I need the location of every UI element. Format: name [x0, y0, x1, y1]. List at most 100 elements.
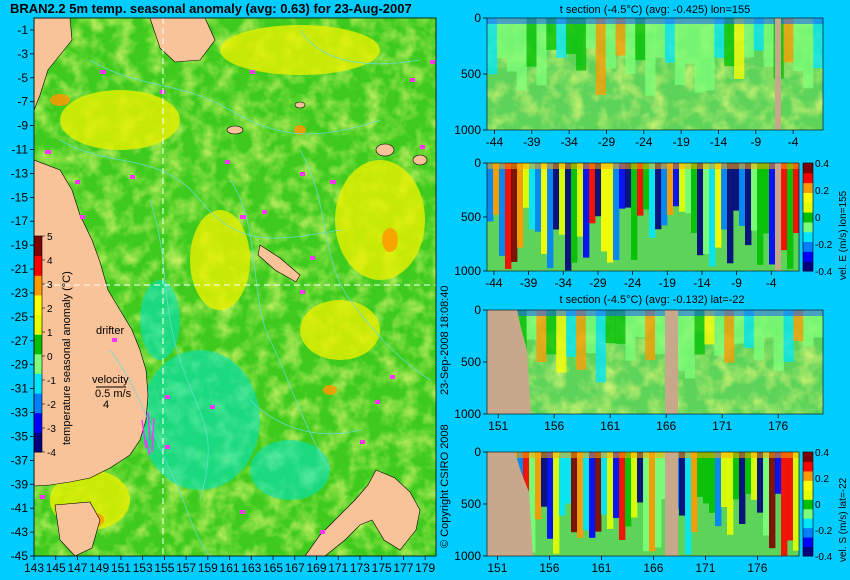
section-4-anomaly-band	[769, 452, 776, 549]
section-1-y-tick-label: 0	[474, 11, 481, 25]
section-4-y-axis: 0 500 1000	[454, 445, 487, 563]
section-2-colorbar-label: vel. E (m/s) lon=155	[838, 190, 849, 280]
section-4-anomaly-band	[649, 452, 656, 552]
section-1-y-tick-label: 1000	[454, 123, 481, 137]
map-y-tick-label: -43	[11, 525, 29, 539]
section-2-anomaly-band	[565, 163, 572, 271]
section-3-x-axis: 151 156 161 166 171 176	[488, 414, 789, 433]
map-field	[34, 18, 436, 556]
map-x-tick-label: 165	[263, 561, 283, 575]
section-4-colorbar-segment	[803, 452, 813, 462]
section-1-anomaly-band	[516, 18, 527, 91]
section-4-colorbar-tick-label: 0	[815, 500, 821, 511]
map-colorbar-segment	[34, 334, 42, 355]
section-2-anomaly-band	[745, 163, 752, 246]
map-y-tick-label: -1	[17, 23, 28, 37]
section-4-land-strip	[665, 452, 678, 556]
section-2-colorbar-tick-label: -0.2	[815, 240, 833, 251]
section-2-x-axis: -44 -39 -34 -29 -24 -19 -14 -9 -4	[485, 271, 777, 290]
map-x-tick-label: 177	[393, 561, 413, 575]
section-4-colorbar-frame	[802, 451, 814, 557]
section-2-colorbar: 0.4 0.2 0 -0.2 -0.4	[802, 159, 833, 278]
section-2-anomaly-band	[625, 163, 632, 208]
section-2-colorbar-tick-label: 0.4	[815, 159, 829, 170]
section-3-x-tick-label: 176	[768, 419, 788, 433]
section-2-x-tick-label: -39	[520, 276, 538, 290]
section-4-colorbar-tick-label: 0.2	[815, 474, 829, 485]
section-3-x-tick-label: 156	[544, 419, 564, 433]
section-4-colorbar-segment	[803, 527, 813, 538]
section-3-x-tick-label: 161	[600, 419, 620, 433]
section-2-anomaly-band	[781, 163, 788, 251]
section-1-x-tick-label: -19	[672, 135, 690, 149]
velocity-label: velocity	[92, 374, 129, 386]
map-colorbar-segment	[34, 393, 42, 414]
section-1-anomaly-band	[635, 18, 646, 61]
section-3-anomaly-band	[694, 310, 705, 355]
section-4-x-tick-label: 166	[643, 561, 663, 575]
section-1-anomaly-band	[793, 18, 804, 71]
section-1-anomaly-band	[526, 18, 537, 67]
section-1-anomaly-band	[704, 18, 715, 91]
section-4-anomaly-band	[655, 452, 662, 548]
section-4-anomaly-band	[751, 452, 758, 500]
section-1-x-tick-label: -34	[560, 135, 578, 149]
section-2-x-tick-label: -29	[589, 276, 607, 290]
section-4-anomaly-band	[703, 452, 710, 504]
section-3-anomaly-band	[645, 310, 656, 361]
map-x-axis: 143 145 147 149 151 153 155 157 159 161 163 165 167 1…	[24, 556, 435, 575]
section-2-x-tick-label: -44	[485, 276, 503, 290]
section-2-anomaly-band	[559, 163, 566, 235]
section-3-anomaly-band	[684, 310, 695, 379]
map-y-tick-label: -17	[11, 214, 29, 228]
section-4-colorbar-tick-label: -0.2	[815, 526, 833, 537]
section-2-anomaly-band	[571, 163, 578, 263]
section-4-anomaly-band	[613, 452, 620, 518]
section-1-stripes	[487, 18, 823, 130]
section-4-anomaly-band	[595, 452, 602, 532]
section-2-anomaly-band	[631, 163, 638, 261]
section-3-x-tick-label: 171	[712, 419, 732, 433]
section-2-anomaly-band	[493, 163, 500, 215]
section-2-anomaly-band	[577, 163, 584, 237]
section-1-anomaly-band	[655, 18, 666, 58]
map-y-tick-label: -3	[17, 47, 28, 61]
section-3-anomaly-band	[585, 310, 597, 354]
section-4-colorbar-segment	[803, 518, 813, 529]
section-4-anomaly-band	[619, 452, 626, 540]
map-x-tick-label: 161	[220, 561, 240, 575]
map-x-tick-label: 155	[154, 561, 174, 575]
section-1-anomaly-band	[724, 18, 735, 67]
section-2-colorbar-segment	[803, 202, 813, 213]
section-4-anomaly-band	[553, 452, 560, 554]
section-2-colorbar-segment	[803, 172, 813, 184]
section-2-field	[487, 163, 799, 271]
png-landmass	[149, 18, 216, 63]
section-2-colorbar-segment	[803, 182, 813, 193]
section-4-colorbar-segment	[803, 461, 813, 472]
section-2-anomaly-band	[685, 163, 692, 214]
section-1-anomaly-band	[487, 18, 498, 75]
section-4-x-tick-label: 171	[695, 561, 715, 575]
section-1-y-tick-label: 500	[461, 67, 481, 81]
section-4-anomaly-band	[733, 452, 740, 500]
map-x-tick-label: 179	[415, 561, 435, 575]
section-3-anomaly-band	[536, 310, 547, 362]
map-y-tick-label: -5	[17, 71, 28, 85]
section-1-anomaly-band	[753, 18, 765, 51]
section-4-anomaly-band	[697, 452, 704, 497]
section-2-anomaly-band	[691, 163, 698, 234]
map-cool-patches	[140, 280, 330, 500]
main-title: BRAN2.2 5m temp. seasonal anomaly (avg: …	[10, 1, 412, 16]
section-3-anomaly-band	[803, 310, 814, 347]
section-2-anomaly-band	[517, 163, 524, 248]
section-4-anomaly-band	[781, 452, 788, 556]
section-2-stripes	[487, 163, 799, 271]
map-colorbar-tick-label: -4	[47, 448, 56, 459]
section-1-anomaly-band	[803, 18, 814, 89]
map-y-tick-label: -35	[11, 429, 29, 443]
section-2-x-tick-label: -9	[731, 276, 742, 290]
section-4-x-tick-label: 161	[591, 561, 611, 575]
map-y-tick-label: -27	[11, 334, 29, 348]
section-1-x-tick-label: -14	[710, 135, 728, 149]
